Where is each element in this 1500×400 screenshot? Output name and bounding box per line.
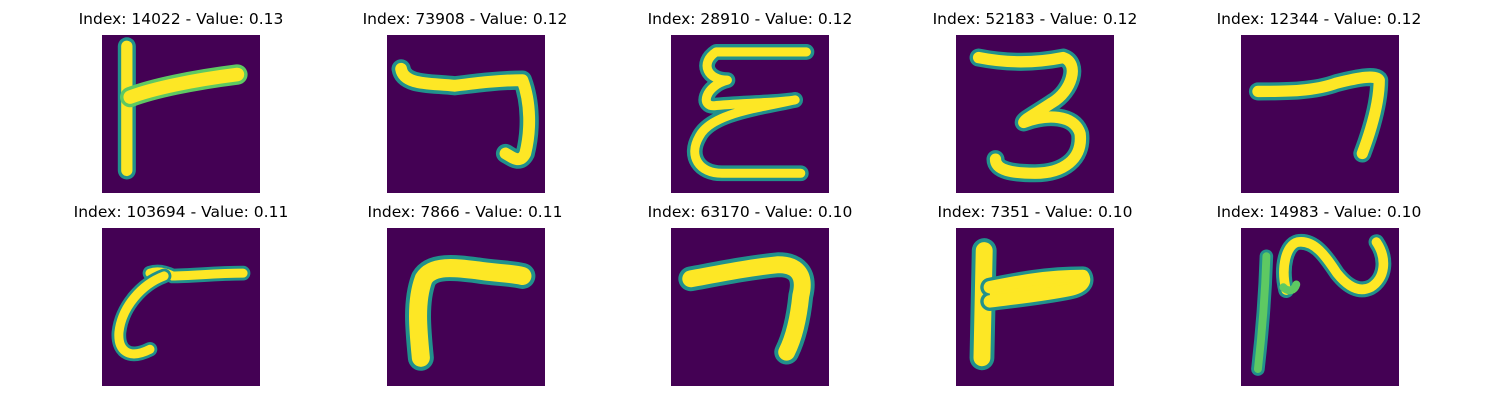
grid-cell-7: Index: 7866 - Value: 0.11 xyxy=(340,203,590,388)
cell-title: Index: 14983 - Value: 0.10 xyxy=(1216,203,1422,221)
digit-glyph xyxy=(111,264,251,362)
cell-title: Index: 28910 - Value: 0.12 xyxy=(647,10,853,28)
digit-glyph xyxy=(1248,68,1389,163)
grid-cell-2: Index: 73908 - Value: 0.12 xyxy=(340,10,590,195)
digit-image xyxy=(671,35,829,193)
cell-title: Index: 63170 - Value: 0.10 xyxy=(647,203,853,221)
cell-title: Index: 14022 - Value: 0.13 xyxy=(78,10,284,28)
digit-glyph xyxy=(391,59,539,169)
digit-glyph xyxy=(969,238,1094,371)
digit-image xyxy=(102,228,260,386)
digit-image xyxy=(671,228,829,386)
cell-title: Index: 7866 - Value: 0.11 xyxy=(367,203,563,221)
cell-title: Index: 7351 - Value: 0.10 xyxy=(937,203,1133,221)
cell-title: Index: 73908 - Value: 0.12 xyxy=(362,10,568,28)
grid-cell-1: Index: 14022 - Value: 0.13 xyxy=(56,10,306,195)
grid-cell-5: Index: 12344 - Value: 0.12 xyxy=(1194,10,1444,195)
grid-cell-4: Index: 52183 - Value: 0.12 xyxy=(910,10,1160,195)
digit-image xyxy=(956,228,1114,386)
digit-image xyxy=(1241,35,1399,193)
cell-title: Index: 52183 - Value: 0.12 xyxy=(932,10,1138,28)
digit-glyph xyxy=(405,255,536,371)
digit-glyph xyxy=(1251,234,1392,376)
digit-image xyxy=(387,35,545,193)
digit-glyph xyxy=(678,252,815,365)
grid-cell-3: Index: 28910 - Value: 0.12 xyxy=(625,10,875,195)
grid-cell-8: Index: 63170 - Value: 0.10 xyxy=(625,203,875,388)
digit-image xyxy=(102,35,260,193)
grid-cell-6: Index: 103694 - Value: 0.11 xyxy=(56,203,306,388)
cell-title: Index: 103694 - Value: 0.11 xyxy=(73,203,289,221)
digit-glyph xyxy=(117,37,248,180)
grid-cell-10: Index: 14983 - Value: 0.10 xyxy=(1194,203,1444,388)
digit-image xyxy=(956,35,1114,193)
digit-image xyxy=(387,228,545,386)
digit-glyph xyxy=(969,48,1090,183)
cell-title: Index: 12344 - Value: 0.12 xyxy=(1216,10,1422,28)
digit-image xyxy=(1241,228,1399,386)
digit-glyph xyxy=(687,44,815,182)
grid-cell-9: Index: 7351 - Value: 0.10 xyxy=(910,203,1160,388)
